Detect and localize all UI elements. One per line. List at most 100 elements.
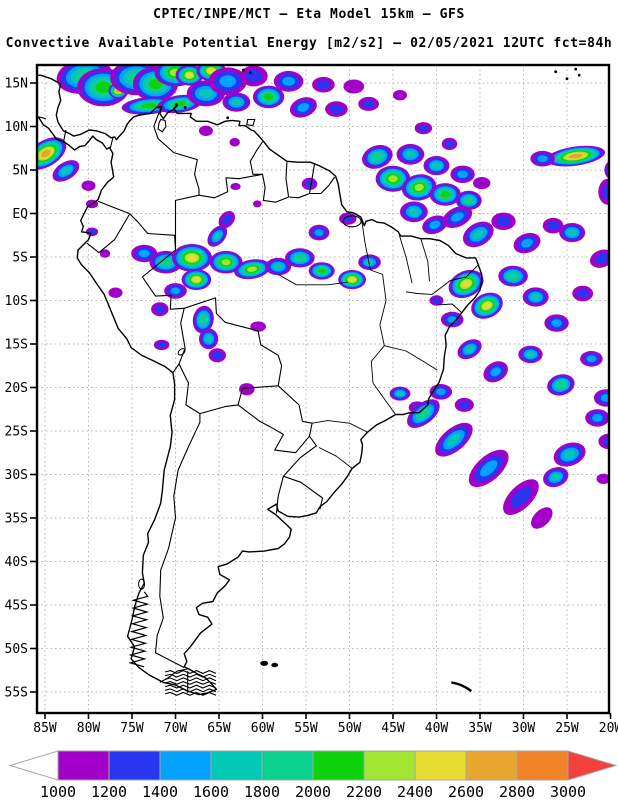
chart-subtitle: Convective Available Potential Energy [m… xyxy=(5,36,613,51)
cape-cell xyxy=(198,125,213,136)
cape-contour-level-3 xyxy=(600,394,609,402)
cape-contour-level-4 xyxy=(365,259,374,266)
cape-contour-level-7 xyxy=(414,183,424,191)
cape-cell xyxy=(483,361,508,383)
cape-contour-level-6 xyxy=(148,78,163,89)
colorbar-cell xyxy=(261,750,314,781)
cape-contour-level-1 xyxy=(252,200,262,208)
south-america-coastline xyxy=(37,74,483,696)
lat-tick-label: 40S xyxy=(5,555,28,570)
cape-cell xyxy=(491,212,516,230)
cape-cell xyxy=(375,165,411,192)
colorbar-tick-label: 2200 xyxy=(346,783,382,800)
country-border xyxy=(141,249,185,310)
cape-cell xyxy=(192,305,214,334)
chiloe-island xyxy=(138,578,146,590)
cape-contour-level-3 xyxy=(429,220,441,229)
cape-contour-level-3 xyxy=(457,170,468,179)
cape-cell xyxy=(325,101,348,117)
cape-cell xyxy=(239,65,268,87)
cape-cell xyxy=(542,217,564,234)
small-island-dot xyxy=(248,71,252,74)
colorbar-over-arrow xyxy=(567,750,618,781)
falkland-east xyxy=(271,662,279,668)
cape-contour-level-5 xyxy=(199,315,207,325)
tierra-del-fuego-hatch xyxy=(164,681,217,685)
small-island-dot xyxy=(242,68,245,72)
state-border xyxy=(384,345,407,352)
colorbar-cell xyxy=(57,750,110,781)
lat-tick-label: 55S xyxy=(5,686,28,701)
cape-cell xyxy=(52,160,80,182)
lat-tick-label: 30S xyxy=(5,468,28,483)
cape-cell xyxy=(151,302,169,317)
cape-cell xyxy=(450,165,475,183)
lake-titicaca xyxy=(177,348,186,356)
country-border xyxy=(178,308,186,365)
cape-contour-level-6 xyxy=(264,93,274,101)
cape-contour-level-2 xyxy=(602,436,609,446)
state-border xyxy=(379,274,387,326)
lon-tick-label: 70W xyxy=(164,721,188,736)
state-border xyxy=(361,220,371,271)
lon-tick-label: 85W xyxy=(33,721,57,736)
cape-cell xyxy=(585,409,609,427)
cape-contour-level-9 xyxy=(568,153,583,159)
colorbar-cell xyxy=(363,750,416,781)
cape-cell xyxy=(604,161,609,179)
cape-contour-level-3 xyxy=(537,155,548,163)
cape-cell xyxy=(518,345,543,364)
cape-cell xyxy=(429,183,461,206)
cape-contour-level-1 xyxy=(81,180,96,191)
cape-contour-level-3 xyxy=(586,355,597,363)
cape-cell xyxy=(400,201,428,223)
cape-cell xyxy=(358,254,381,270)
cape-contour-level-4 xyxy=(396,391,404,397)
cape-contour-level-5 xyxy=(464,197,473,204)
country-border xyxy=(153,112,200,196)
cape-contour-level-2 xyxy=(212,351,223,360)
cape-cell xyxy=(407,399,440,428)
tierra-del-fuego-hatch xyxy=(164,673,217,678)
cape-contour-level-4 xyxy=(551,473,561,481)
cape-contour-level-8 xyxy=(185,72,193,78)
country-border xyxy=(97,200,130,215)
lon-tick-label: 35W xyxy=(468,721,492,736)
cape-contour-level-3 xyxy=(314,229,324,237)
cape-contour-level-4 xyxy=(213,232,221,240)
colorbar-tick-label: 2600 xyxy=(448,783,484,800)
cape-contour-level-2 xyxy=(154,305,165,314)
cape-contour-level-2 xyxy=(362,99,375,108)
lon-tick-label: 40W xyxy=(425,721,449,736)
cape-contour-level-4 xyxy=(205,335,213,343)
cape-contour-level-8 xyxy=(207,68,215,74)
state-border xyxy=(370,324,385,384)
lat-tick-label: 50S xyxy=(5,642,28,657)
cape-cell xyxy=(208,67,247,96)
cape-contour-level-1 xyxy=(239,383,255,396)
cape-cell xyxy=(473,177,491,190)
cape-contour-level-1 xyxy=(229,137,240,147)
cape-cell xyxy=(598,178,609,205)
cape-contour-level-8 xyxy=(192,276,201,283)
state-border xyxy=(405,264,479,295)
cape-cell xyxy=(172,244,212,272)
cape-cell xyxy=(580,351,603,367)
lon-tick-label: 30W xyxy=(512,721,536,736)
cape-contour-level-1 xyxy=(108,287,123,298)
cape-cell xyxy=(462,221,494,248)
cape-contour-level-7 xyxy=(388,175,398,183)
country-border xyxy=(282,435,317,477)
cape-cell xyxy=(553,442,586,467)
country-border xyxy=(129,213,177,251)
country-border xyxy=(309,176,336,195)
cape-cell xyxy=(85,227,99,237)
lat-tick-label: 45S xyxy=(5,599,28,614)
cape-contour-level-7 xyxy=(221,259,231,266)
lat-tick-label: 15S xyxy=(5,338,28,353)
colorbar-under-arrow xyxy=(8,750,59,781)
country-border xyxy=(199,404,239,415)
cape-cell xyxy=(250,321,266,332)
colorbar-tick-label: 2000 xyxy=(295,783,331,800)
